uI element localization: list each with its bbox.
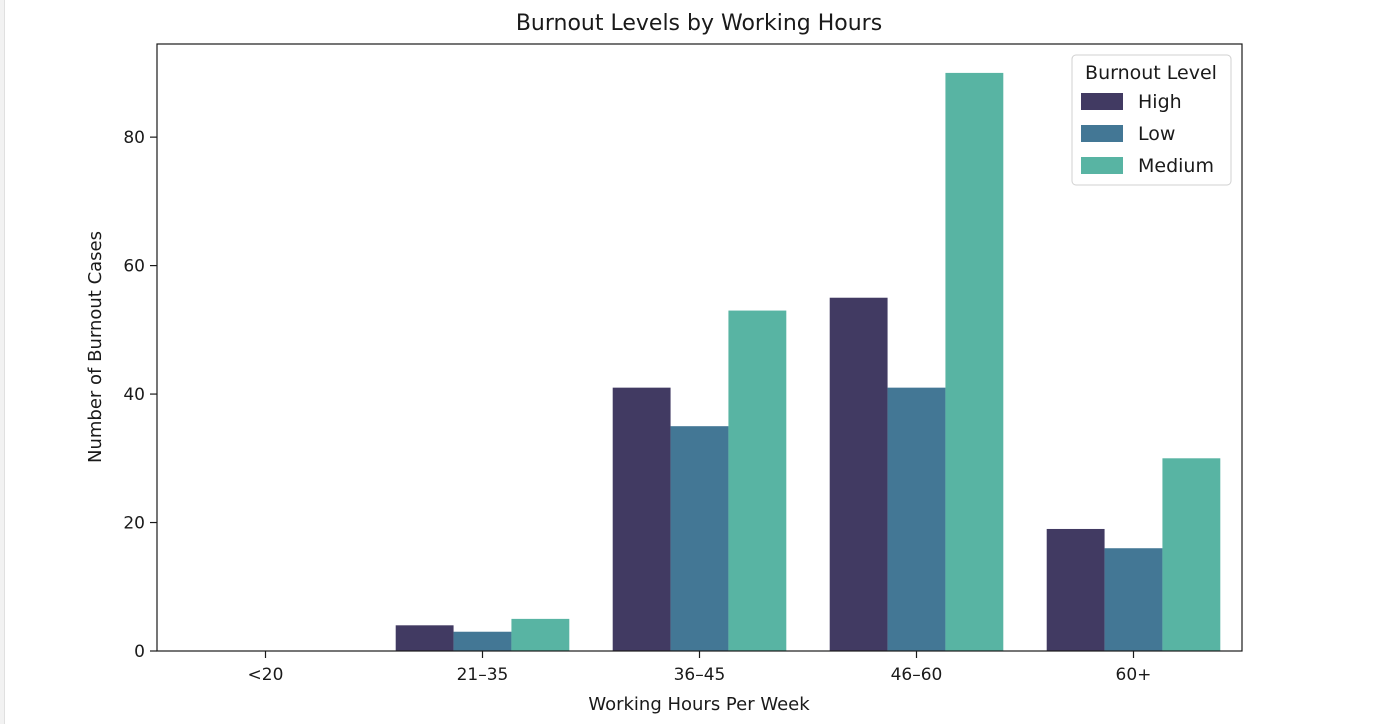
chart-title: Burnout Levels by Working Hours <box>516 11 882 36</box>
legend-swatch-medium <box>1081 157 1123 174</box>
legend-swatch-low <box>1081 125 1123 142</box>
y-tick-label-2: 40 <box>123 385 145 405</box>
bar-low-2 <box>670 426 729 651</box>
legend-title: Burnout Level <box>1085 62 1217 84</box>
bar-high-2 <box>612 387 671 651</box>
x-axis-title: Working Hours Per Week <box>588 694 810 715</box>
x-tick-label-0: <20 <box>248 665 284 685</box>
x-tick-label-2: 36–45 <box>674 665 726 685</box>
y-axis-title: Number of Burnout Cases <box>85 231 106 463</box>
x-tick-label-4: 60+ <box>1116 665 1152 685</box>
window-edge <box>0 0 5 724</box>
y-tick-label-3: 60 <box>123 257 145 277</box>
legend-swatch-high <box>1081 93 1123 110</box>
bar-low-1 <box>453 631 512 651</box>
bar-high-4 <box>1046 528 1105 651</box>
y-tick-label-1: 20 <box>123 514 145 534</box>
legend-label-high: High <box>1138 91 1182 113</box>
x-axis: <20 21–35 36–45 46–60 60+ <box>248 651 1152 685</box>
bar-medium-1 <box>511 618 570 651</box>
bar-medium-3 <box>945 72 1004 651</box>
legend-label-medium: Medium <box>1138 155 1214 177</box>
legend-box <box>1071 54 1232 186</box>
bar-low-4 <box>1104 548 1163 651</box>
legend: Burnout Level High Low Medium <box>1071 54 1232 186</box>
bar-low-3 <box>887 387 946 651</box>
y-tick-label-4: 80 <box>123 128 145 148</box>
legend-items: High Low Medium <box>1081 91 1214 177</box>
legend-label-low: Low <box>1138 123 1175 145</box>
bar-high-1 <box>395 625 454 651</box>
y-tick-label-0: 0 <box>134 642 145 662</box>
bar-medium-2 <box>728 310 787 651</box>
bar-medium-4 <box>1162 458 1221 651</box>
x-tick-label-1: 21–35 <box>457 665 509 685</box>
x-tick-label-3: 46–60 <box>891 665 943 685</box>
y-axis: 0 20 40 60 80 <box>123 128 157 662</box>
bars-group <box>395 72 1221 651</box>
bar-high-3 <box>829 297 888 651</box>
